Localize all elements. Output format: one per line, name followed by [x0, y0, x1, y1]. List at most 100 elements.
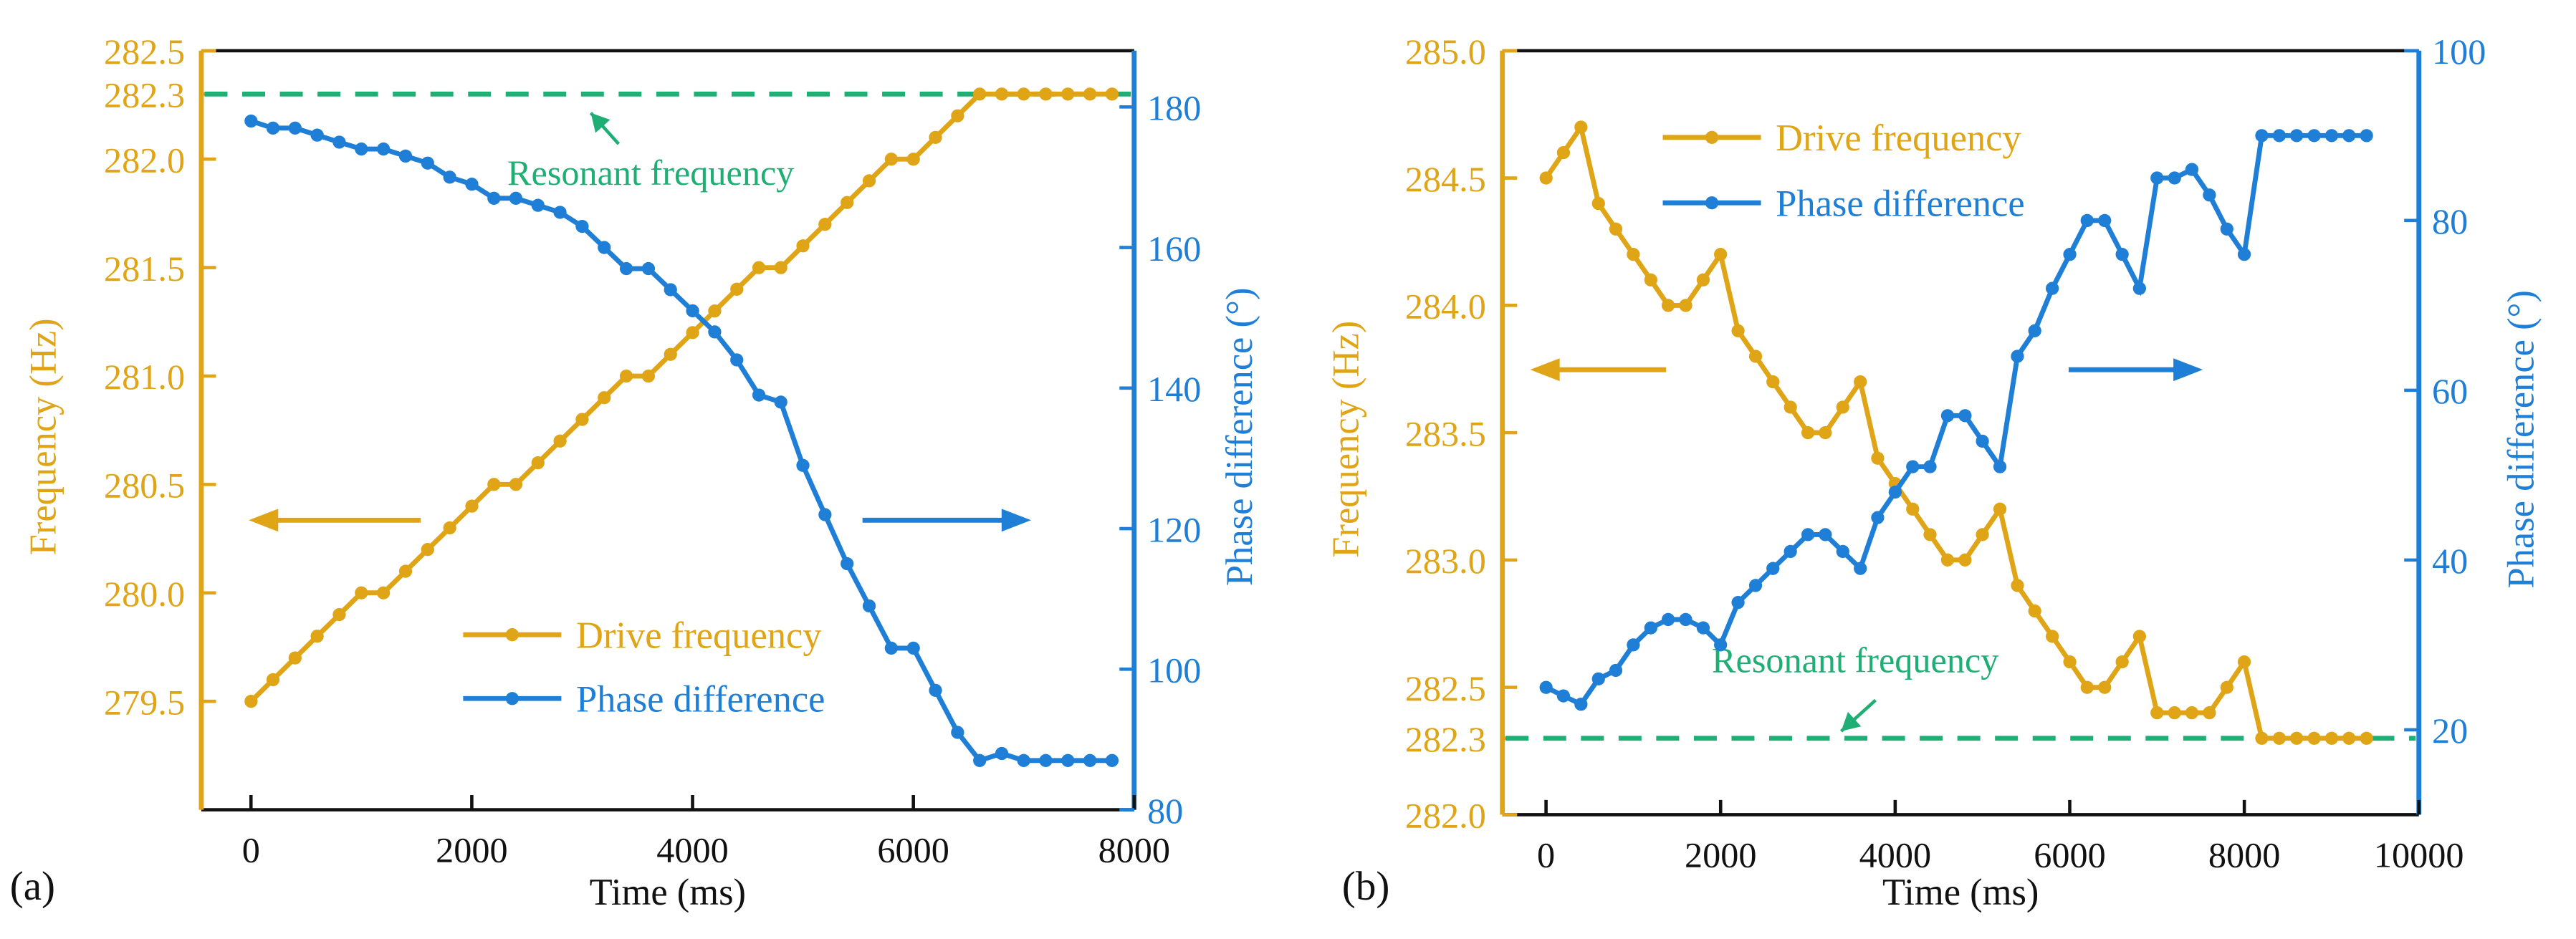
p2-drive-point	[2203, 706, 2216, 720]
p2-y-right-tick-label: 40	[2432, 541, 2468, 581]
p2-drive-point	[1661, 299, 1675, 312]
p2-phase-point	[2220, 222, 2233, 236]
p1-drive-point	[332, 607, 346, 622]
p2-y-right-axis-label: Phase difference (°)	[2501, 290, 2542, 589]
p1-phase-point	[598, 241, 611, 254]
p1-drive-point	[686, 326, 699, 340]
p2-drive-point	[1958, 553, 1972, 567]
p1-phase-point	[443, 170, 456, 184]
p1-drive-line	[249, 91, 1112, 703]
p2-drive-point	[2063, 655, 2077, 669]
p2-y-left-tick-label: 285.0	[1405, 32, 1486, 72]
p2-phase-point	[1801, 528, 1815, 541]
p2-x-axis-label: Time (ms)	[1882, 872, 2039, 913]
p2-drive-point	[1748, 350, 1763, 363]
p1-y-left-tick-label: 282.0	[104, 140, 185, 180]
p2-phase-point	[1574, 698, 1588, 711]
p2-drive-point	[2360, 731, 2373, 745]
p2-drive-point	[2115, 655, 2129, 669]
p1-legend-drive-marker	[505, 628, 519, 642]
p2-drive-point	[1836, 400, 1849, 414]
p1-drive-point	[1105, 87, 1119, 101]
p1-x-tick-label: 0	[242, 830, 260, 870]
p2-drive-point	[2255, 731, 2269, 745]
p2-phase-point	[1766, 562, 1780, 575]
p1-phase-point	[332, 135, 346, 149]
p1-phase-point	[1105, 753, 1119, 767]
p1-phase-point	[951, 726, 964, 739]
p2-drive-point	[2080, 680, 2094, 694]
p1-drive-point	[862, 174, 876, 188]
p1-drive-point	[244, 695, 258, 708]
p2-drive-point	[2324, 731, 2339, 745]
p1-drive-point	[906, 153, 920, 166]
p1-legend-phase-label: Phase difference	[576, 679, 825, 721]
p2-phase-point	[1993, 460, 2007, 473]
p1-left-axis-arrow-head	[249, 509, 279, 532]
p2-drive-point	[1976, 528, 1989, 541]
p1-y-left-tick-label: 281.0	[104, 357, 185, 397]
p2-phase-point	[2011, 350, 2024, 363]
p2-drive-point	[1783, 400, 1797, 414]
p1-drive-point	[487, 478, 501, 491]
p1-x-tick-label: 8000	[1098, 830, 1170, 870]
p1-phase-point	[421, 156, 434, 170]
p2-y-right-tick-label: 60	[2432, 371, 2468, 411]
p2-phase-point	[1679, 612, 1692, 627]
p1-drive-point	[1017, 87, 1030, 101]
p1-y-left-tick-label: 282.5	[104, 32, 185, 72]
p1-drive-point	[818, 217, 832, 231]
p1-drive-point	[465, 499, 479, 513]
p2-x-tick-label: 0	[1537, 835, 1555, 875]
p1-phase-point	[487, 191, 501, 205]
p1-drive-point	[1039, 87, 1053, 101]
p1-y-right-tick-label: 180	[1147, 88, 1201, 128]
p2-drive-point	[1679, 299, 1692, 312]
p2-phase-point	[2150, 171, 2164, 185]
p1-phase-point	[355, 142, 368, 156]
p2-legend-drive-marker	[1705, 130, 1719, 144]
p1-phase-point	[929, 683, 942, 697]
p1-drive-point	[774, 261, 787, 274]
p1-drive-point	[421, 543, 434, 557]
p2-drive-point	[1923, 528, 1937, 541]
p1-drive-point	[377, 586, 391, 599]
p1-phase-point	[1017, 753, 1030, 767]
p2-y-left-tick-label: 283.0	[1405, 541, 1486, 581]
p2-drive-point	[1854, 375, 1867, 389]
p1-drive-point	[266, 673, 280, 687]
p1-drive-point	[398, 564, 413, 578]
p2-y-left-axis-label: Frequency (Hz)	[1326, 321, 1367, 558]
p2-x-tick-label: 4000	[1859, 835, 1931, 875]
p2-y-left-tick-label: 282.0	[1405, 796, 1486, 836]
p2-phase-point	[2307, 129, 2321, 143]
p1-phase-point	[752, 388, 766, 402]
p2-drive-point	[2342, 731, 2356, 745]
p1-legend-phase-marker	[505, 692, 519, 706]
p2-phase-point	[1976, 434, 1989, 448]
p2-phase-point	[2063, 248, 2077, 261]
p2-phase-point	[1854, 562, 1867, 575]
p2-resonant-label: Resonant frequency	[1712, 640, 1998, 680]
p1-drive-point	[509, 478, 523, 491]
p1-drive-point	[951, 109, 964, 122]
p1-right-axis-arrow-head	[1001, 509, 1031, 532]
p2-phase-point	[1539, 680, 1553, 694]
p1-y-left-axis-label: Frequency (Hz)	[23, 318, 64, 555]
p1-drive-point	[973, 87, 987, 101]
p2-drive-point	[1871, 451, 1885, 465]
p2-phase-point	[1556, 689, 1571, 703]
p1-drive-point	[1083, 87, 1097, 101]
p1-drive-point	[598, 391, 611, 405]
p2-y-left-tick-label: 283.5	[1405, 413, 1486, 453]
p2-phase-point	[2028, 324, 2041, 337]
p1-phase-point	[973, 753, 987, 767]
p2-drive-point	[2011, 579, 2024, 592]
p2-phase-point	[1644, 621, 1657, 635]
p2-drive-point	[2237, 655, 2251, 669]
p2-phase-point	[2237, 248, 2251, 261]
p2-drive-point	[2289, 731, 2304, 745]
p2-phase-point	[2132, 281, 2146, 295]
p2-drive-point	[1993, 502, 2007, 516]
p2-left-axis-arrow-head	[1530, 358, 1560, 382]
